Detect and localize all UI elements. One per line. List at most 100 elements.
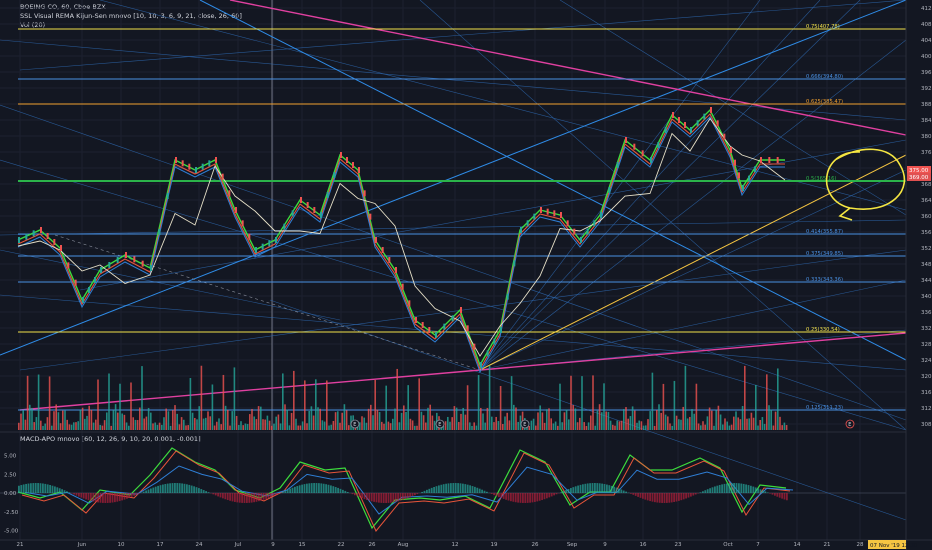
macd-hist (512, 493, 515, 502)
volume-title[interactable]: Vol (20) (20, 21, 46, 29)
volume-bar (530, 420, 533, 430)
macd-hist (702, 491, 704, 493)
volume-bar (392, 418, 394, 430)
volume-bar (561, 422, 563, 430)
time-axis[interactable]: 21 Jun 10 17 24 Jul 9 15 22 26 Aug 12 19 26 Sep 9 16 23 Oc… (0, 539, 932, 549)
candle (768, 157, 771, 163)
volume-bar (53, 411, 55, 430)
candle (460, 307, 462, 313)
macd-hist (495, 493, 498, 497)
volume-bar (414, 425, 416, 430)
macd-hist (762, 490, 764, 493)
volume-bar (739, 419, 742, 430)
macd-hist (138, 493, 140, 494)
macd-hist (402, 493, 404, 500)
volume-bar (282, 373, 284, 430)
volume-bar (86, 415, 88, 430)
macd-hist (541, 493, 543, 501)
volume-bar (722, 424, 724, 430)
macd-hist (745, 484, 747, 493)
volume-bar (653, 425, 656, 430)
candle (560, 212, 562, 218)
volume-bar (543, 422, 546, 430)
symbol-title[interactable]: BOEING CO, 60, Cboe BZX (20, 3, 106, 11)
price-tick: 312.00 (921, 406, 932, 412)
macd-hist (776, 493, 779, 497)
candle (268, 240, 271, 247)
volume-bar (579, 417, 581, 430)
price-axis[interactable]: 412.00 408.00 404.00 400.00 396.00 392.00 388.… (4, 0, 932, 550)
macd-hist (274, 493, 277, 495)
macd-tick: 0.00 (4, 491, 17, 497)
trend-line (479, 0, 861, 371)
volume-bar (156, 424, 159, 430)
candle (181, 160, 184, 167)
candle (566, 220, 569, 227)
macd-hist (337, 487, 339, 493)
macd-hist (608, 485, 611, 493)
volume-bar (691, 409, 693, 430)
macd-hist (296, 486, 299, 493)
macd-hist (435, 486, 438, 493)
macd-tick: -2.50 (4, 510, 19, 516)
candle (513, 260, 516, 267)
macd-hist (114, 493, 116, 503)
macd-hist (99, 493, 102, 503)
volume-bar (152, 423, 154, 430)
volume-bar (400, 412, 403, 430)
volume-bar (669, 423, 671, 430)
volume-bar (57, 412, 60, 430)
macd-hist (507, 493, 510, 501)
volume-bar (277, 414, 280, 430)
candle (421, 322, 424, 328)
macd-hist (22, 484, 25, 493)
macd-hist (459, 483, 462, 493)
indicator-title[interactable]: SSL Visual REMA Kijun-Sen mnovo [10, 10,… (20, 12, 242, 20)
price-tick: 356.00 (921, 230, 932, 236)
candle (641, 150, 644, 157)
volume-bar (304, 380, 306, 430)
macd-hist (162, 484, 164, 493)
volume-bar (508, 420, 511, 430)
macd-hist (97, 493, 99, 503)
volume-bar (158, 422, 161, 430)
macd-hist (548, 493, 551, 498)
macd-hist (661, 493, 663, 503)
macd-title[interactable]: MACD-APO mnovo [60, 12, 26, 9, 10, 20, 0… (20, 435, 201, 443)
candle (533, 213, 536, 220)
candle (283, 223, 286, 230)
macd-hist (675, 493, 678, 502)
volume-bar (33, 422, 35, 430)
volume-bar (777, 368, 779, 430)
macd-hist (82, 493, 85, 499)
macd-hist (699, 492, 702, 493)
volume-bar (396, 368, 398, 430)
macd-hist (764, 491, 767, 493)
macd-hist (639, 493, 642, 498)
macd-hist (406, 493, 409, 499)
volume-bar (444, 421, 447, 430)
volume-bar (163, 417, 165, 430)
macd-hist (759, 489, 762, 493)
macd-hist (214, 493, 217, 496)
macd-hist (123, 493, 126, 500)
macd-hist (615, 487, 618, 493)
macd-hist (30, 483, 32, 493)
candle (742, 185, 744, 191)
volume-bar (125, 422, 128, 430)
macd-hist (207, 492, 210, 493)
macd-hist (133, 493, 135, 496)
volume-bar (592, 375, 594, 430)
macd-tick: -5.00 (4, 529, 19, 535)
volume-bar (227, 409, 229, 430)
volume-bar (724, 418, 726, 430)
macd-hist (73, 493, 75, 495)
volume-bar (130, 382, 132, 430)
candle (100, 267, 102, 273)
volume-bar (537, 412, 539, 430)
time-tick: 9 (603, 542, 607, 548)
volume-bar (451, 417, 453, 430)
volume-bar (37, 374, 40, 430)
macd-hist (330, 485, 332, 493)
